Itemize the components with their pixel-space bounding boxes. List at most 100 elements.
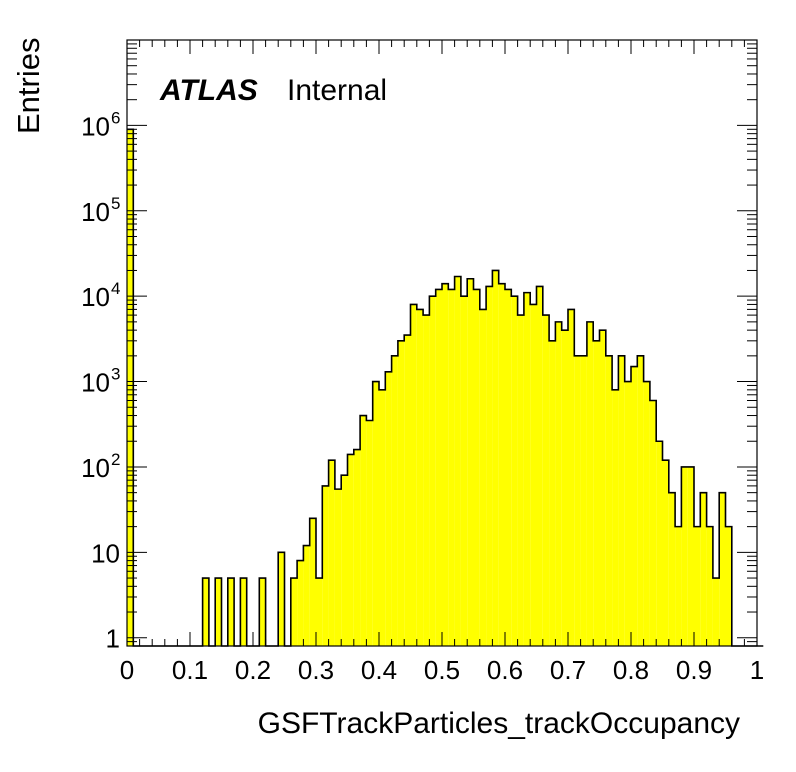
histogram-bar <box>322 485 329 646</box>
histogram-bar <box>555 321 562 646</box>
x-axis-title: GSFTrackParticles_trackOccupancy <box>258 707 740 740</box>
plot-frame <box>126 39 758 647</box>
x-tick-label: 0.2 <box>235 655 271 685</box>
histogram-bar <box>605 355 613 646</box>
histogram-bar <box>215 578 222 646</box>
histogram-bar <box>473 289 480 646</box>
histogram-bar <box>523 292 531 646</box>
histogram-bar <box>712 578 720 646</box>
histogram-bar <box>700 492 707 646</box>
histogram-bar <box>366 420 373 646</box>
histogram-bar <box>127 129 134 646</box>
histogram-bar <box>687 466 694 646</box>
x-tick-label: 0.8 <box>613 655 649 685</box>
histogram-bar <box>681 466 688 646</box>
histogram-bar <box>649 400 657 646</box>
histogram-bar <box>568 309 575 646</box>
x-tick-label: 0.6 <box>487 655 523 685</box>
y-tick-label: 10 <box>81 197 110 227</box>
histogram-bar <box>492 270 499 646</box>
histogram-bar <box>454 276 461 646</box>
y-tick-label: 10 <box>81 111 110 141</box>
histogram-bar <box>656 441 663 646</box>
histogram-bar <box>334 489 342 646</box>
histogram-bar <box>662 460 669 646</box>
histogram-bar <box>297 560 304 646</box>
histogram-bar <box>561 330 568 646</box>
histogram-bar <box>435 289 442 646</box>
x-tick-label: 0.3 <box>298 655 334 685</box>
histogram-bar <box>379 389 386 646</box>
histogram-bar <box>668 492 676 646</box>
histogram-bar <box>467 278 474 646</box>
x-tick-label: 0.4 <box>361 655 397 685</box>
histogram-bar <box>416 309 424 646</box>
histogram-bar <box>498 283 505 646</box>
histogram-bar <box>391 355 398 646</box>
histogram-bar <box>549 340 556 646</box>
histogram-bar <box>385 371 392 646</box>
y-tick-label: 10 <box>81 453 110 483</box>
histogram-bar <box>593 340 600 646</box>
histogram-bar <box>542 315 550 646</box>
histogram-bar <box>429 296 436 646</box>
histogram-bar <box>530 304 537 646</box>
y-tick-exponent: 2 <box>111 450 120 469</box>
histogram-bar <box>259 578 266 646</box>
x-tick-label: 0.7 <box>550 655 586 685</box>
y-tick-exponent: 5 <box>111 194 120 213</box>
histogram-bar <box>423 315 430 646</box>
histogram-bar <box>505 289 512 646</box>
histogram-bars <box>127 129 732 646</box>
histogram-bar <box>618 355 625 646</box>
histogram-bar <box>675 526 682 646</box>
histogram-bar <box>643 381 650 646</box>
histogram-bar <box>536 286 543 646</box>
histogram-bar <box>694 526 701 646</box>
histogram-bar <box>372 381 379 646</box>
histogram-bar <box>631 366 638 646</box>
histogram-bar <box>586 321 594 646</box>
histogram-bar <box>574 355 581 646</box>
y-tick-exponent: 3 <box>111 365 120 384</box>
y-tick-label: 10 <box>81 282 110 312</box>
x-tick-label: 0.1 <box>172 655 208 685</box>
x-tick-label: 1 <box>750 655 764 685</box>
axis-minor-ticks <box>126 39 758 647</box>
histogram-bar <box>511 296 518 646</box>
histogram-bar <box>309 518 316 646</box>
histogram-bar <box>410 304 417 646</box>
histogram-bar <box>448 289 455 646</box>
histogram-bar <box>278 552 285 646</box>
histogram-bar <box>353 449 361 646</box>
histogram-bar <box>725 526 732 646</box>
histogram-bar <box>240 578 247 646</box>
x-tick-label: 0 <box>120 655 134 685</box>
y-tick-label: 1 <box>106 624 120 654</box>
histogram-bar <box>637 355 644 646</box>
histogram-bar <box>341 475 348 646</box>
histogram-bar <box>360 415 367 646</box>
histogram-bar <box>227 578 235 646</box>
histogram-bar <box>347 454 354 646</box>
histogram-bar <box>328 460 335 646</box>
internal-label: Internal <box>287 74 387 107</box>
y-tick-exponent: 4 <box>111 279 120 298</box>
histogram-bar <box>442 283 449 646</box>
histogram-bar <box>290 578 298 646</box>
y-axis-title: Entries <box>11 38 46 134</box>
histogram-bar <box>460 296 468 646</box>
x-tick-label: 0.5 <box>424 655 460 685</box>
y-tick-label: 10 <box>81 368 110 398</box>
histogram-bar <box>719 492 726 646</box>
x-axis-ticks: 0 0.1 0.2 0.3 0.4 0.5 0.6 0.7 0.8 0.9 1 <box>120 655 764 685</box>
histogram-bar <box>486 286 493 646</box>
histogram-bar <box>303 545 310 646</box>
y-tick-label: 10 <box>91 538 120 568</box>
histogram-bar <box>397 340 405 646</box>
histogram-bar <box>580 355 587 646</box>
histogram-bar <box>479 309 487 646</box>
histogram-bar <box>517 315 524 646</box>
